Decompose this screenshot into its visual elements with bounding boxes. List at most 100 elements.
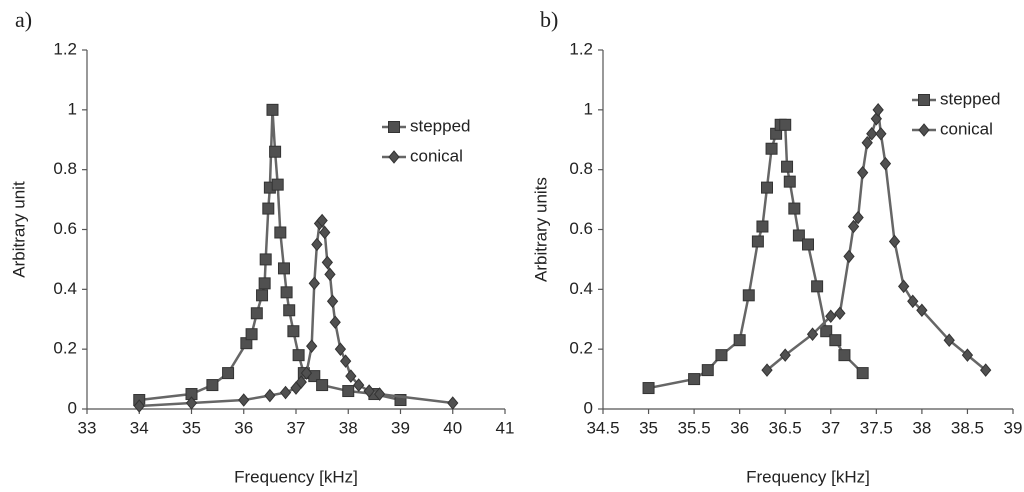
data-point bbox=[345, 369, 357, 383]
data-point bbox=[306, 339, 318, 353]
y-tick-label: 0 bbox=[584, 398, 593, 417]
data-point bbox=[133, 399, 145, 413]
data-point bbox=[274, 226, 287, 239]
x-axis-label: Frequency [kHz] bbox=[234, 467, 358, 486]
data-point bbox=[980, 363, 992, 377]
data-point bbox=[262, 202, 275, 215]
x-tick-label: 40 bbox=[443, 418, 462, 437]
data-point bbox=[875, 126, 887, 141]
x-tick-label: 34 bbox=[130, 418, 149, 437]
data-point bbox=[761, 363, 773, 377]
data-point bbox=[642, 382, 655, 395]
y-tick-label: 1 bbox=[584, 99, 593, 118]
data-point bbox=[779, 348, 791, 362]
data-point bbox=[825, 309, 837, 324]
data-point bbox=[287, 325, 300, 338]
y-axis-label: Arbitrary unit bbox=[9, 181, 28, 278]
data-point bbox=[907, 294, 919, 309]
y-tick-label: 0 bbox=[68, 398, 77, 417]
x-tick-label: 34.5 bbox=[586, 418, 619, 437]
data-point bbox=[751, 235, 764, 248]
data-point bbox=[861, 135, 873, 150]
data-point bbox=[783, 175, 796, 188]
data-point bbox=[866, 126, 878, 141]
y-tick-label: 0.6 bbox=[53, 219, 77, 238]
data-point bbox=[806, 327, 819, 341]
y-tick-label: 0.6 bbox=[569, 219, 593, 238]
data-point bbox=[373, 387, 386, 401]
data-point bbox=[688, 373, 701, 386]
data-point bbox=[238, 393, 250, 407]
data-point bbox=[898, 279, 910, 294]
data-point bbox=[820, 325, 833, 338]
data-point bbox=[811, 280, 824, 293]
x-tick-label: 37.5 bbox=[860, 418, 893, 437]
data-point bbox=[316, 379, 329, 392]
legend-marker bbox=[918, 94, 930, 106]
data-point bbox=[280, 286, 293, 299]
data-point bbox=[872, 103, 884, 117]
data-point bbox=[250, 307, 263, 320]
y-tick-label: 0.8 bbox=[53, 159, 77, 178]
data-point bbox=[792, 229, 805, 242]
data-point bbox=[295, 375, 307, 389]
data-point bbox=[701, 364, 714, 377]
x-tick-label: 35 bbox=[182, 418, 201, 437]
data-point bbox=[961, 348, 974, 362]
x-tick-label: 35.5 bbox=[678, 418, 711, 437]
x-tick-label: 37 bbox=[287, 418, 306, 437]
legend-label: stepped bbox=[940, 89, 1001, 108]
data-point bbox=[264, 388, 276, 403]
y-tick-label: 1 bbox=[68, 99, 77, 118]
data-point bbox=[765, 142, 778, 155]
data-point bbox=[788, 202, 801, 215]
legend-label: conical bbox=[410, 146, 463, 165]
data-point bbox=[916, 303, 928, 318]
y-tick-label: 0.2 bbox=[53, 339, 77, 358]
data-point bbox=[259, 253, 272, 266]
data-point bbox=[852, 210, 864, 225]
series-line bbox=[139, 217, 453, 408]
data-point bbox=[843, 249, 855, 264]
panel-label: b) bbox=[540, 7, 558, 32]
data-point bbox=[319, 225, 331, 240]
legend-label: conical bbox=[940, 119, 993, 138]
data-point bbox=[363, 384, 375, 398]
data-point bbox=[781, 160, 794, 173]
data-point bbox=[888, 234, 901, 249]
data-point bbox=[269, 145, 282, 158]
data-point bbox=[761, 181, 773, 194]
data-point bbox=[324, 267, 336, 282]
series-line bbox=[648, 123, 864, 390]
series-line bbox=[766, 109, 987, 372]
data-point bbox=[256, 289, 269, 302]
data-point bbox=[856, 367, 869, 380]
data-point bbox=[742, 289, 755, 302]
y-tick-label: 0.4 bbox=[569, 279, 593, 298]
y-tick-label: 0.4 bbox=[53, 279, 77, 298]
x-tick-label: 38.5 bbox=[951, 418, 984, 437]
data-point bbox=[321, 255, 334, 270]
x-tick-label: 41 bbox=[496, 418, 515, 437]
data-point bbox=[802, 238, 814, 251]
data-point bbox=[342, 385, 355, 398]
data-point bbox=[847, 219, 860, 234]
data-point bbox=[279, 385, 292, 400]
x-tick-label: 33 bbox=[78, 418, 97, 437]
x-tick-label: 36.5 bbox=[769, 418, 802, 437]
data-point bbox=[292, 349, 305, 362]
data-point bbox=[283, 304, 296, 317]
data-point bbox=[326, 294, 339, 309]
data-point bbox=[334, 342, 347, 356]
data-point bbox=[185, 396, 198, 410]
x-tick-label: 35 bbox=[639, 418, 658, 437]
data-point bbox=[271, 178, 284, 191]
data-point bbox=[329, 315, 341, 330]
data-point bbox=[311, 237, 323, 252]
data-point bbox=[756, 220, 769, 233]
data-point bbox=[277, 262, 290, 275]
data-point bbox=[245, 328, 258, 341]
data-point bbox=[779, 118, 792, 131]
data-point bbox=[857, 165, 869, 180]
legend-marker bbox=[388, 121, 400, 133]
